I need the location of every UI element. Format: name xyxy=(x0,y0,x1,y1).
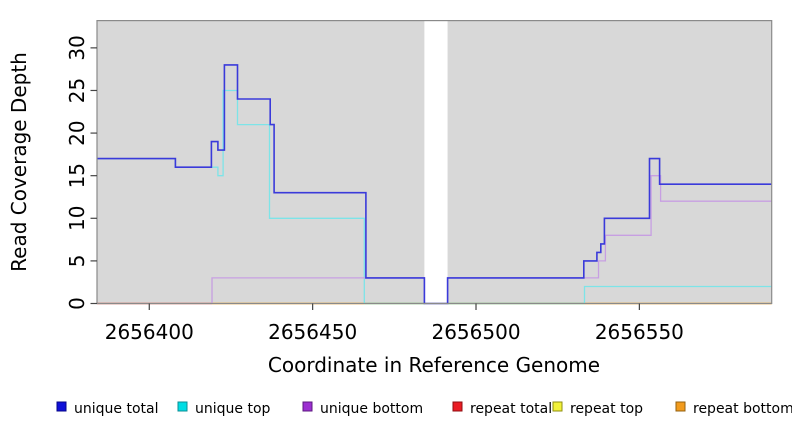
series-line-unique-top xyxy=(583,285,772,304)
series-line-unique-total xyxy=(97,64,772,305)
y-tick-label: 5 xyxy=(65,255,89,268)
legend-label-unique-total: unique total xyxy=(74,401,158,417)
legend-swatch-repeat-total xyxy=(452,401,463,412)
plot-background-layer xyxy=(97,20,772,304)
legend-label-unique-bottom: unique bottom xyxy=(320,401,423,417)
plot-frame-layer xyxy=(96,20,773,305)
plot-border xyxy=(96,20,773,305)
x-axis-title: Coordinate in Reference Genome xyxy=(268,353,600,377)
legend-swatch-repeat-top xyxy=(552,401,563,412)
x-tick-label: 2656500 xyxy=(431,320,520,344)
y-tick-label: 0 xyxy=(65,297,89,310)
legend-label-repeat-top: repeat top xyxy=(570,401,643,417)
legend-swatch-unique-top xyxy=(177,401,188,412)
x-tick-label: 2656400 xyxy=(105,320,194,344)
legend-swatch-unique-bottom xyxy=(302,401,313,412)
x-tick-label: 2656550 xyxy=(595,320,684,344)
y-tick-label: 25 xyxy=(65,78,89,103)
legend-label-unique-top: unique top xyxy=(195,401,271,417)
axis-layer: 2656400 2656450 2656500 2656550 0 5 10 15 20 25 30 xyxy=(65,35,684,344)
y-tick-label: 30 xyxy=(65,35,89,60)
y-axis-title: Read Coverage Depth xyxy=(7,52,31,272)
legend: unique total unique top unique bottom repea… xyxy=(56,401,792,417)
y-tick-label: 15 xyxy=(65,163,89,188)
x-tick-label: 2656450 xyxy=(268,320,357,344)
legend-label-repeat-bottom: repeat bottom xyxy=(693,401,792,417)
legend-swatch-unique-total xyxy=(56,401,67,412)
y-tick-label: 20 xyxy=(65,120,89,145)
coverage-gap-band xyxy=(424,20,448,304)
legend-swatch-repeat-bottom xyxy=(675,401,686,412)
legend-label-repeat-total: repeat total xyxy=(470,401,552,417)
y-tick-label: 10 xyxy=(65,206,89,231)
